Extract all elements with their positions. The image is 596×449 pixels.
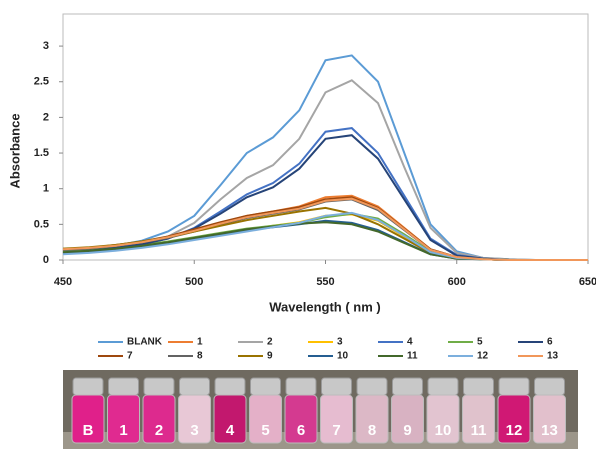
vial-cap xyxy=(464,378,494,395)
vial-cap xyxy=(180,378,210,395)
page: {"chart_data": {"type": "line", "x_label… xyxy=(0,0,596,449)
legend-label: 1 xyxy=(197,337,203,348)
y-tick-label: 1.5 xyxy=(34,147,49,159)
vial-cap xyxy=(286,378,316,395)
legend-label: 10 xyxy=(337,351,349,362)
figure: Wavelength ( nm ) Absorbance BLANK123456… xyxy=(0,0,596,449)
vial-label: 10 xyxy=(435,422,452,439)
legend-label: 12 xyxy=(477,351,489,362)
vial-label: 2 xyxy=(155,422,163,439)
legend-label: 3 xyxy=(337,337,343,348)
x-tick-label: 550 xyxy=(316,276,334,288)
legend-label: 11 xyxy=(407,351,418,362)
y-tick-label: 3 xyxy=(43,40,49,52)
vial-label: 11 xyxy=(471,422,487,439)
vial-label: 9 xyxy=(403,422,411,439)
y-axis-title: Absorbance xyxy=(7,113,22,188)
vial-cap xyxy=(73,378,103,395)
y-tick-label: 0 xyxy=(43,254,49,266)
legend-label: 13 xyxy=(547,351,559,362)
x-tick-label: 450 xyxy=(54,276,72,288)
legend-label: 7 xyxy=(127,351,133,362)
vial-label: 6 xyxy=(297,422,305,439)
vial-cap xyxy=(357,378,387,395)
vial-label: 12 xyxy=(506,422,523,439)
vial-cap xyxy=(428,378,458,395)
vial-label: 7 xyxy=(332,422,340,439)
vial-label: 5 xyxy=(261,422,269,439)
vial-cap xyxy=(215,378,245,395)
vial-label: B xyxy=(83,422,94,439)
vial-label: 3 xyxy=(190,422,198,439)
legend-label: 2 xyxy=(267,337,273,348)
vial-label: 1 xyxy=(119,422,127,439)
legend-label: 5 xyxy=(477,337,483,348)
legend-label: 4 xyxy=(407,337,413,348)
vial-cap xyxy=(393,378,423,395)
legend-label: BLANK xyxy=(127,337,163,348)
vial-label: 13 xyxy=(541,422,558,439)
vial-cap xyxy=(109,378,139,395)
x-tick-label: 600 xyxy=(448,276,466,288)
vial-cap xyxy=(144,378,174,395)
legend-label: 9 xyxy=(267,351,273,362)
vial-cap xyxy=(499,378,529,395)
vial-cap xyxy=(251,378,281,395)
vial-cap xyxy=(322,378,352,395)
legend-label: 8 xyxy=(197,351,203,362)
legend-label: 6 xyxy=(547,337,553,348)
vial-label: 4 xyxy=(226,422,235,439)
y-tick-label: 2.5 xyxy=(34,76,49,88)
y-tick-label: 2 xyxy=(43,111,49,123)
x-axis-title: Wavelength ( nm ) xyxy=(269,299,380,314)
x-tick-label: 500 xyxy=(185,276,203,288)
vial-label: 8 xyxy=(368,422,376,439)
y-tick-label: 1 xyxy=(43,183,49,195)
y-tick-label: 0.5 xyxy=(34,218,49,230)
vial-cap xyxy=(535,378,565,395)
x-tick-label: 650 xyxy=(579,276,596,288)
